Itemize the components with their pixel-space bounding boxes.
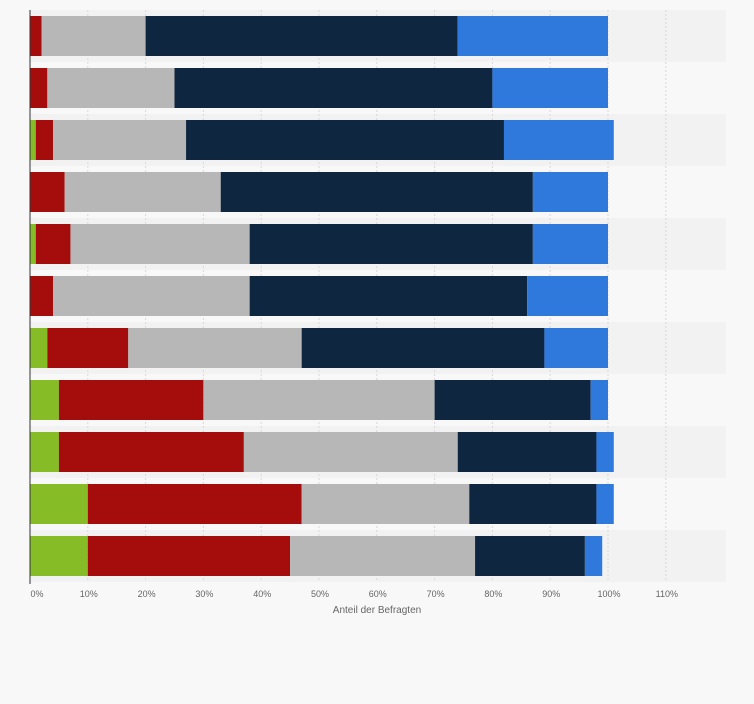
bar-segment-series-2 [30, 172, 65, 212]
x-tick-label: 100% [597, 589, 620, 599]
bar-segment-series-5 [590, 380, 608, 420]
bar-segment-series-4 [249, 276, 528, 316]
bar-segment-series-5 [532, 172, 608, 212]
bar-segment-series-1 [30, 536, 88, 576]
bar-segment-series-3 [53, 276, 250, 316]
bar-segment-series-5 [527, 276, 608, 316]
bar-segment-series-5 [544, 328, 608, 368]
x-axis-ticks: 0% 10% 20% 30% 40% 50% 60% 70% 80% 90% 100% 110% [30, 589, 677, 599]
bar-segment-series-2 [87, 484, 302, 524]
bar-segment-series-4 [145, 16, 458, 56]
bar-segment-series-3 [70, 224, 250, 264]
x-tick-label: 60% [369, 589, 387, 599]
x-tick-label: 70% [427, 589, 445, 599]
bar-segment-series-2 [58, 432, 244, 472]
x-tick-label: 50% [311, 589, 329, 599]
bar-segment-series-3 [128, 328, 302, 368]
bar-segment-series-1 [30, 224, 36, 264]
bar-segment-series-2 [30, 276, 54, 316]
bar-segment-series-1 [30, 484, 88, 524]
bar-segment-series-4 [301, 328, 545, 368]
bar-segment-series-5 [584, 536, 603, 576]
bar-segment-series-5 [532, 224, 608, 264]
x-tick-label: 30% [195, 589, 213, 599]
bar-segment-series-3 [41, 16, 146, 56]
x-tick-label: 80% [484, 589, 502, 599]
bar-segment-series-4 [249, 224, 533, 264]
bar-segment-series-4 [475, 536, 585, 576]
bars [30, 16, 614, 576]
bar-segment-series-3 [203, 380, 435, 420]
bar-segment-series-3 [47, 68, 175, 108]
x-tick-label: 110% [656, 589, 678, 599]
x-tick-label: 10% [80, 589, 98, 599]
bar-segment-series-2 [30, 16, 42, 56]
bar-segment-series-3 [243, 432, 458, 472]
x-tick-label: 0% [30, 589, 43, 599]
x-tick-label: 20% [138, 589, 156, 599]
bar-segment-series-1 [30, 432, 59, 472]
bar-segment-series-1 [30, 380, 59, 420]
bar-segment-series-4 [174, 68, 493, 108]
bar-segment-series-5 [596, 432, 614, 472]
bar-segment-series-4 [469, 484, 597, 524]
bar-segment-series-3 [53, 120, 187, 160]
bar-segment-series-4 [186, 120, 504, 160]
bar-segment-series-2 [47, 328, 129, 368]
bar-segment-series-3 [290, 536, 476, 576]
bar-segment-series-2 [35, 224, 71, 264]
bar-segment-series-4 [457, 432, 597, 472]
bar-segment-series-1 [30, 120, 36, 160]
bar-segment-series-5 [492, 68, 608, 108]
bar-segment-series-3 [301, 484, 470, 524]
bar-segment-series-5 [503, 120, 614, 160]
bar-segment-series-2 [30, 68, 48, 108]
bar-segment-series-2 [87, 536, 291, 576]
bar-segment-series-4 [434, 380, 591, 420]
bar-segment-series-5 [596, 484, 614, 524]
bar-segment-series-3 [64, 172, 221, 212]
x-axis-label: Anteil der Befragten [333, 605, 421, 616]
bar-segment-series-5 [457, 16, 608, 56]
x-tick-label: 90% [542, 589, 560, 599]
bar-segment-series-2 [58, 380, 204, 420]
x-tick-label: 40% [253, 589, 271, 599]
bar-segment-series-4 [220, 172, 533, 212]
bar-segment-series-1 [30, 328, 48, 368]
bar-segment-series-2 [35, 120, 54, 160]
